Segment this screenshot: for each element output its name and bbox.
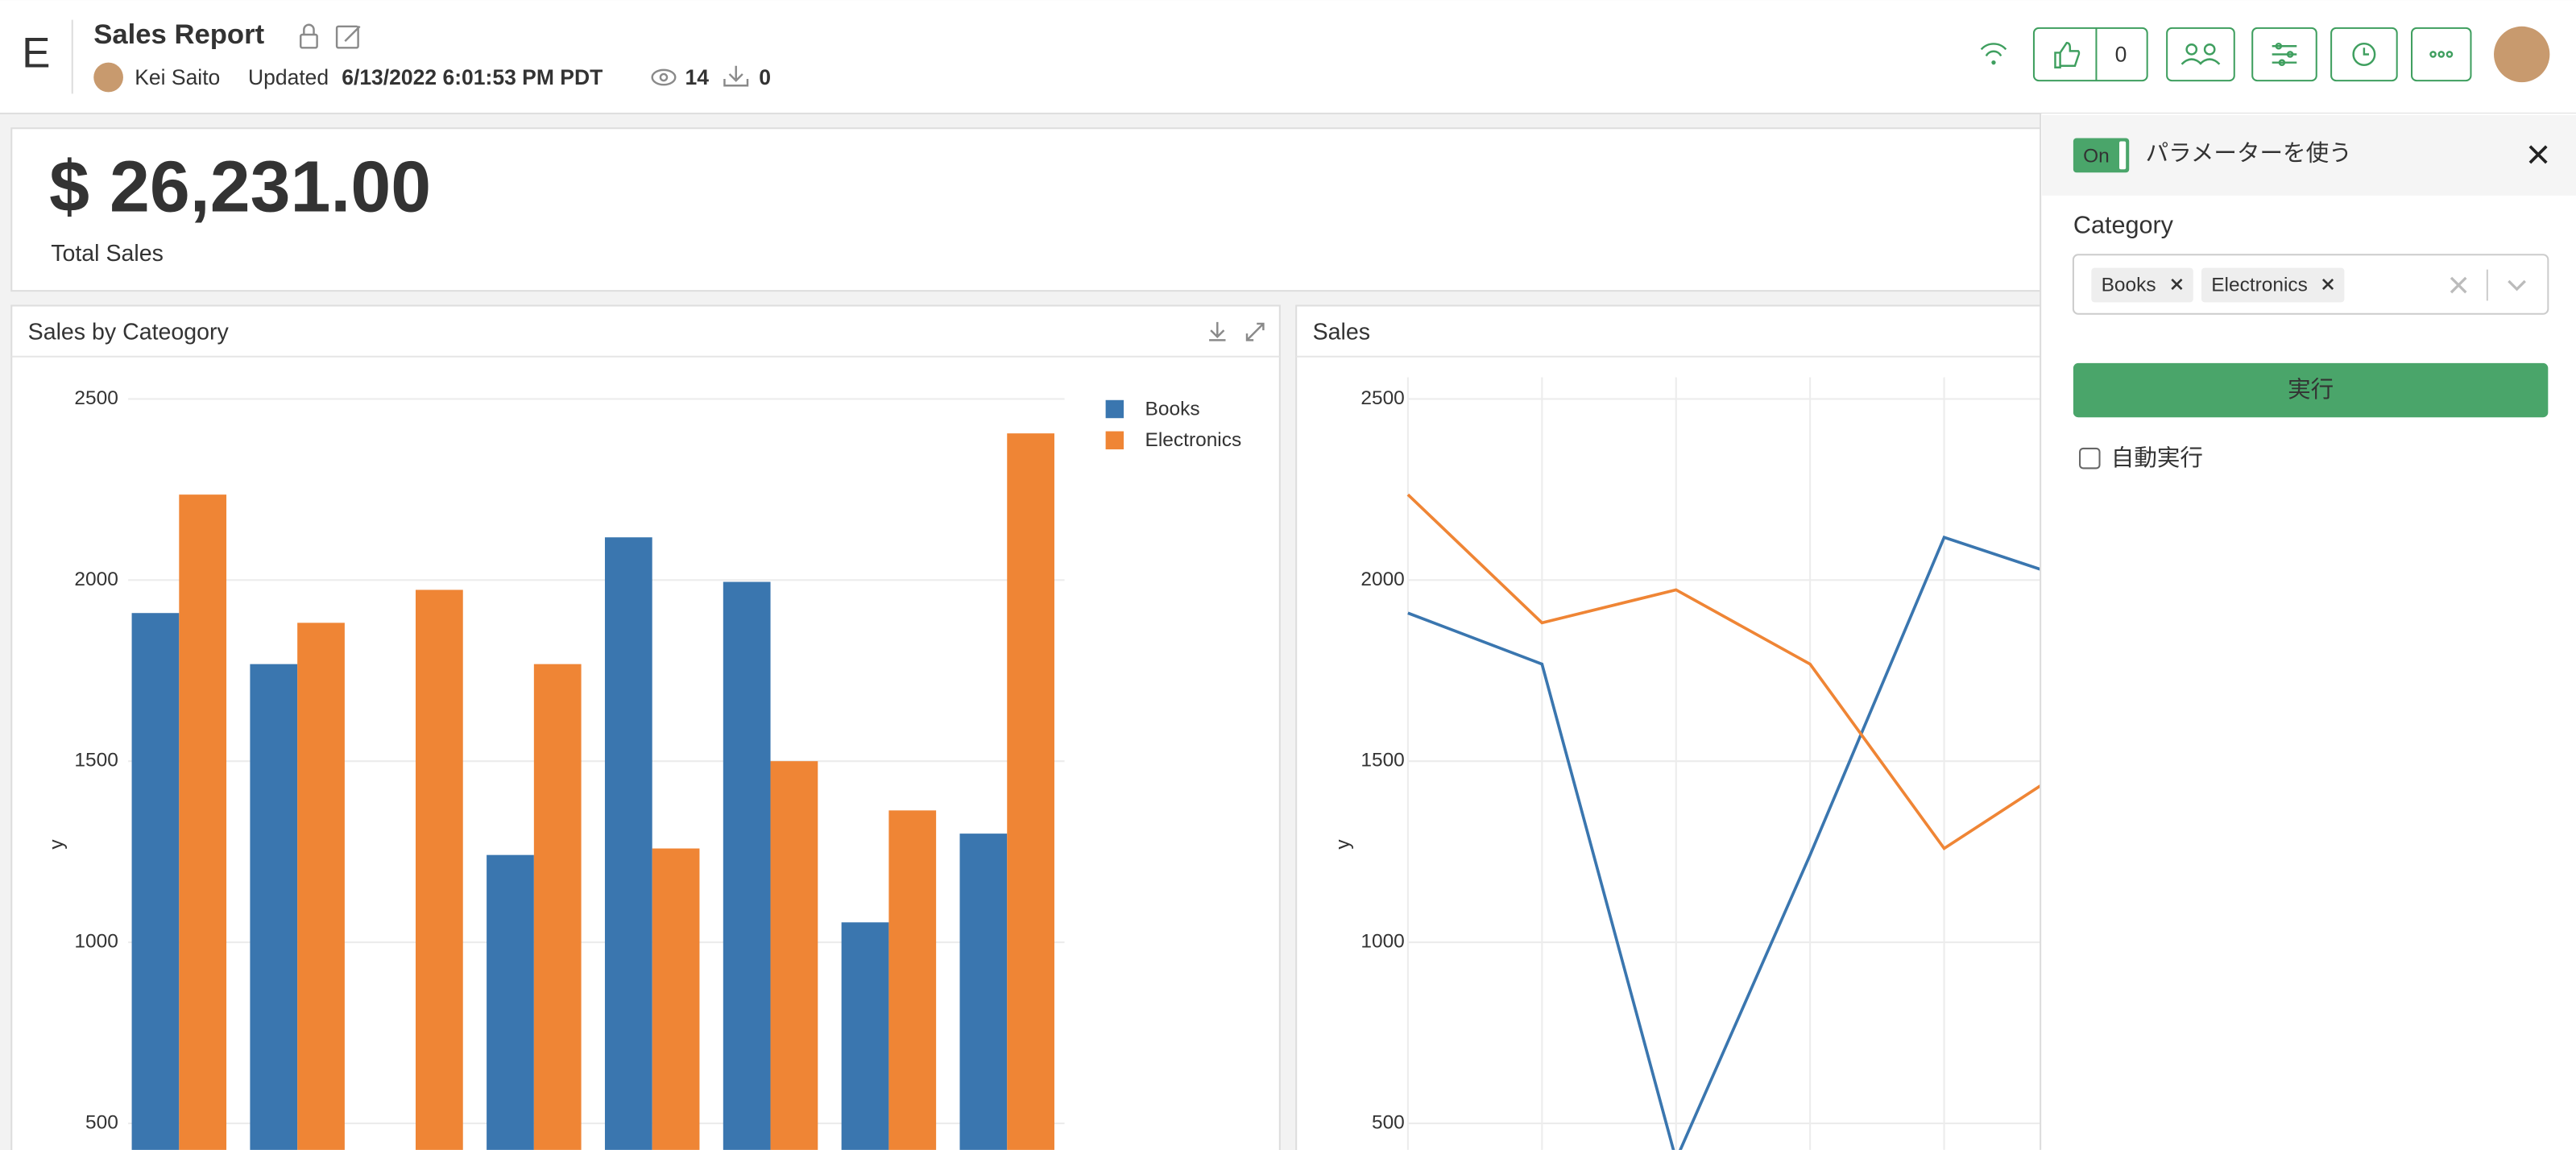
- close-icon[interactable]: [2528, 145, 2548, 164]
- field-label: Category: [2073, 212, 2174, 239]
- panel-title: パラメーターを使う: [2146, 140, 2352, 166]
- tag-remove[interactable]: [2171, 278, 2183, 291]
- legend-label: Books: [1145, 398, 1200, 420]
- tag-label: Books: [2102, 275, 2156, 296]
- y-tick-label: 500: [85, 1111, 118, 1133]
- connection-icon: [1980, 43, 2007, 65]
- report-title: Sales Report: [93, 19, 264, 50]
- user-avatar[interactable]: [2494, 26, 2550, 83]
- bar: [959, 834, 1008, 1150]
- y-tick-label: 1500: [74, 750, 118, 771]
- legend-swatch: [1105, 431, 1124, 449]
- y-tick-label: 2000: [74, 569, 118, 590]
- toggle-knob: [2119, 141, 2127, 170]
- downloads-count: 0: [759, 65, 771, 89]
- panel-header: [2042, 114, 2576, 196]
- logo[interactable]: E: [22, 30, 50, 77]
- legend-swatch: [1105, 399, 1124, 419]
- download-icon[interactable]: [1209, 321, 1226, 341]
- y-tick-label: 500: [1372, 1111, 1405, 1133]
- views-count: 14: [685, 65, 709, 89]
- bar: [533, 664, 582, 1150]
- y-tick-label: 2000: [1360, 569, 1404, 590]
- bar: [604, 537, 652, 1150]
- dropdown-icon[interactable]: [2508, 279, 2526, 292]
- share-button[interactable]: [2166, 27, 2235, 82]
- y-tick-label: 1000: [1360, 931, 1404, 953]
- bar: [841, 922, 889, 1150]
- y-tick-label: 2500: [1360, 387, 1404, 409]
- like-count: 0: [2115, 43, 2127, 67]
- auto-run-label: 自動実行: [2111, 445, 2203, 471]
- share-icon: [2180, 43, 2221, 65]
- kpi-label: Total Sales: [51, 241, 164, 267]
- updated-date: 6/13/2022 6:01:53 PM PDT: [342, 65, 603, 89]
- y-tick-label: 1500: [1360, 750, 1404, 771]
- y-tick-label: 1000: [74, 931, 118, 953]
- bar-chart: 500 1000 1500 2000 2500 y Books Electronics: [46, 387, 1241, 1150]
- bar: [770, 761, 818, 1150]
- run-button[interactable]: [2073, 362, 2549, 418]
- tag: [2201, 267, 2345, 303]
- bar: [487, 854, 534, 1150]
- y-tick-label: 2500: [74, 387, 118, 409]
- bar: [250, 664, 298, 1150]
- y-axis-title: y: [46, 839, 68, 850]
- bar: [131, 613, 180, 1150]
- more-icon: [2429, 51, 2454, 58]
- bar: [652, 848, 700, 1150]
- bar: [297, 623, 345, 1150]
- kpi-value: $ 26,231.00: [49, 147, 431, 227]
- tag: [2091, 267, 2193, 303]
- settings-icon: [2272, 42, 2297, 66]
- bar: [888, 810, 937, 1150]
- chart-title: Sales by Cateogory: [28, 320, 230, 345]
- y-axis-title: y: [1332, 839, 1354, 850]
- bar: [416, 589, 463, 1150]
- tag-remove[interactable]: [2321, 278, 2334, 291]
- author-avatar[interactable]: [93, 62, 123, 93]
- lock-icon[interactable]: [300, 23, 318, 49]
- auto-run-checkbox[interactable]: [2079, 447, 2101, 470]
- toggle[interactable]: [2073, 138, 2130, 173]
- edit-icon[interactable]: [335, 25, 361, 49]
- views-icon: [651, 68, 677, 86]
- toggle-label: On: [2083, 145, 2110, 167]
- bar: [1007, 433, 1054, 1150]
- history-icon: [2352, 42, 2376, 66]
- run-button-label: 実行: [2288, 377, 2334, 403]
- clear-icon[interactable]: [2450, 276, 2467, 294]
- legend-label: Electronics: [1145, 429, 1242, 451]
- chart-title: Sales: [1313, 320, 1370, 345]
- expand-icon[interactable]: [1245, 322, 1265, 341]
- tag-label: Electronics: [2211, 275, 2308, 296]
- kpi-card: [10, 127, 2148, 292]
- updated-label: Updated: [248, 65, 329, 89]
- bar: [723, 581, 771, 1150]
- author-name[interactable]: Kei Saito: [135, 65, 220, 89]
- like-button[interactable]: [2032, 27, 2148, 82]
- bar: [179, 494, 227, 1150]
- downloads-icon: [723, 65, 749, 87]
- like-icon: [2054, 41, 2081, 69]
- more-button[interactable]: [2411, 27, 2472, 82]
